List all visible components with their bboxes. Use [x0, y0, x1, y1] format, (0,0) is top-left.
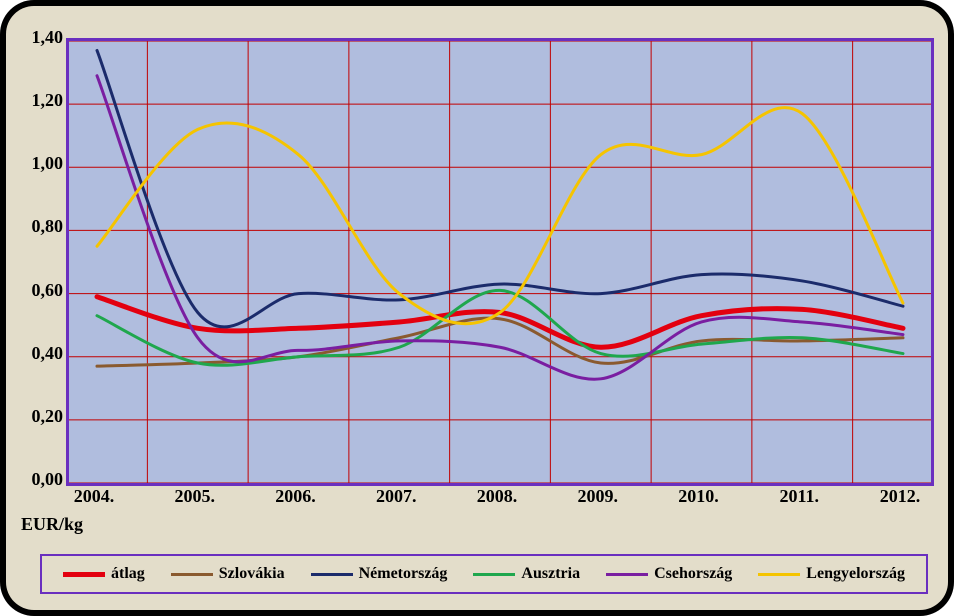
legend-item: Szlovákia: [171, 565, 285, 583]
legend-swatch: [758, 573, 800, 576]
legend-swatch: [473, 573, 515, 576]
series-line: [97, 76, 903, 379]
legend-item: Lengyelország: [758, 565, 905, 583]
legend-swatch: [63, 572, 105, 577]
legend-item: Csehország: [606, 565, 732, 583]
legend-label: Csehország: [654, 565, 732, 583]
chart-outer-frame: 0,00 0,20 0,40 0,60 0,80 1,00 1,20 1,40 2004. 20…: [0, 0, 954, 616]
y-tick-label: 0,60: [21, 280, 63, 301]
x-tick-label: 2010.: [671, 486, 727, 507]
chart-svg: [69, 41, 931, 483]
x-tick-label: 2004.: [66, 486, 122, 507]
legend-label: Ausztria: [521, 565, 580, 583]
legend-label: Lengyelország: [806, 565, 905, 583]
legend: átlag Szlovákia Németország Ausztria Csehors…: [40, 554, 928, 594]
chart-panel: 0,00 0,20 0,40 0,60 0,80 1,00 1,20 1,40 2004. 20…: [6, 6, 948, 610]
plot-container: 0,000,200,400,600,801,001,201,40 2004.20…: [21, 32, 939, 537]
x-tick-label: 2007.: [368, 486, 424, 507]
legend-label: Németország: [359, 565, 448, 583]
legend-item: átlag: [63, 565, 145, 583]
y-tick-label: 0,20: [21, 406, 63, 427]
legend-item: Németország: [311, 565, 448, 583]
legend-swatch: [606, 573, 648, 576]
y-tick-label: 1,40: [21, 27, 63, 48]
axis-title: EUR/kg: [21, 514, 83, 535]
x-tick-label: 2008.: [469, 486, 525, 507]
legend-label: Szlovákia: [219, 565, 285, 583]
legend-swatch: [171, 573, 213, 576]
series-line: [97, 290, 903, 365]
legend-item: Ausztria: [473, 565, 580, 583]
x-tick-label: 2012.: [872, 486, 928, 507]
plot-area: [66, 38, 934, 486]
x-tick-label: 2006.: [268, 486, 324, 507]
legend-swatch: [311, 573, 353, 576]
y-tick-label: 0,40: [21, 343, 63, 364]
x-tick-label: 2005.: [167, 486, 223, 507]
y-tick-label: 0,00: [21, 469, 63, 490]
y-tick-label: 1,00: [21, 153, 63, 174]
y-tick-label: 0,80: [21, 216, 63, 237]
legend-label: átlag: [111, 565, 145, 583]
series-line: [97, 50, 903, 326]
y-tick-label: 1,20: [21, 90, 63, 111]
x-tick-label: 2009.: [570, 486, 626, 507]
x-tick-label: 2011.: [771, 486, 827, 507]
